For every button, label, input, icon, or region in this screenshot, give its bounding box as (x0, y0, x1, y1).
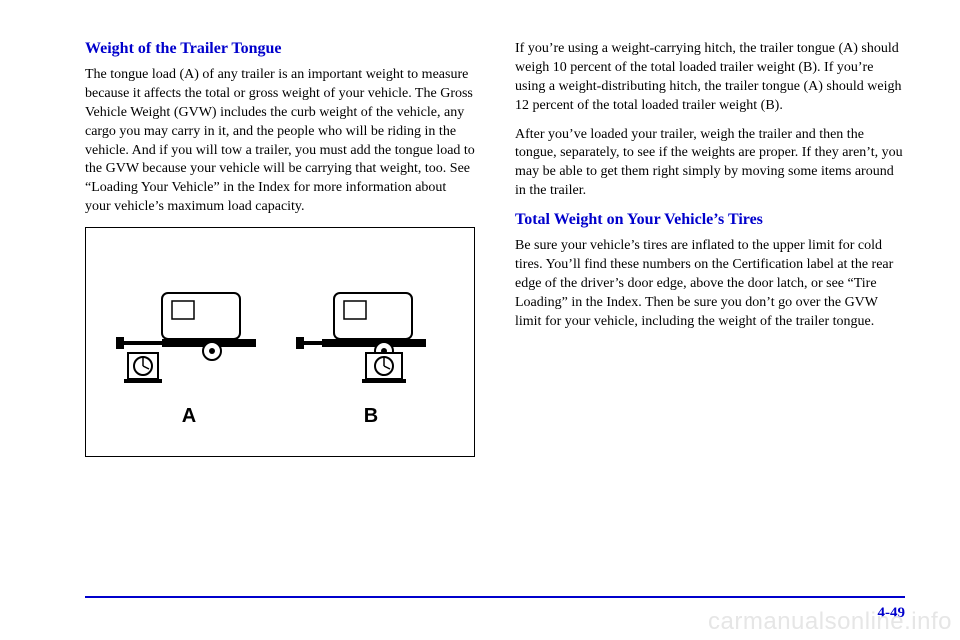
page-content: Weight of the Trailer Tongue The tongue … (0, 0, 960, 457)
para-tire-inflation: Be sure your vehicle’s tires are inflate… (515, 237, 905, 331)
trailer-figure: A (85, 227, 475, 457)
page-number: 4-49 (878, 605, 906, 622)
trailer-a-group: A (114, 283, 264, 428)
para-hitch-percent: If you’re using a weight-carrying hitch,… (515, 40, 905, 116)
figure-label-b: B (364, 405, 378, 428)
heading-trailer-tongue: Weight of the Trailer Tongue (85, 40, 475, 58)
left-column: Weight of the Trailer Tongue The tongue … (85, 40, 475, 457)
trailer-b-icon (296, 283, 446, 393)
trailer-a-icon (114, 283, 264, 393)
right-column: If you’re using a weight-carrying hitch,… (515, 40, 905, 457)
figure-label-a: A (182, 405, 196, 428)
watermark-text: carmanualsonline.info (708, 608, 952, 636)
para-weigh-separately: After you’ve loaded your trailer, weigh … (515, 126, 905, 202)
footer-rule (85, 596, 905, 598)
para-tongue-load: The tongue load (A) of any trailer is an… (85, 66, 475, 217)
heading-tire-weight: Total Weight on Your Vehicle’s Tires (515, 211, 905, 229)
trailer-b-group: B (296, 283, 446, 428)
